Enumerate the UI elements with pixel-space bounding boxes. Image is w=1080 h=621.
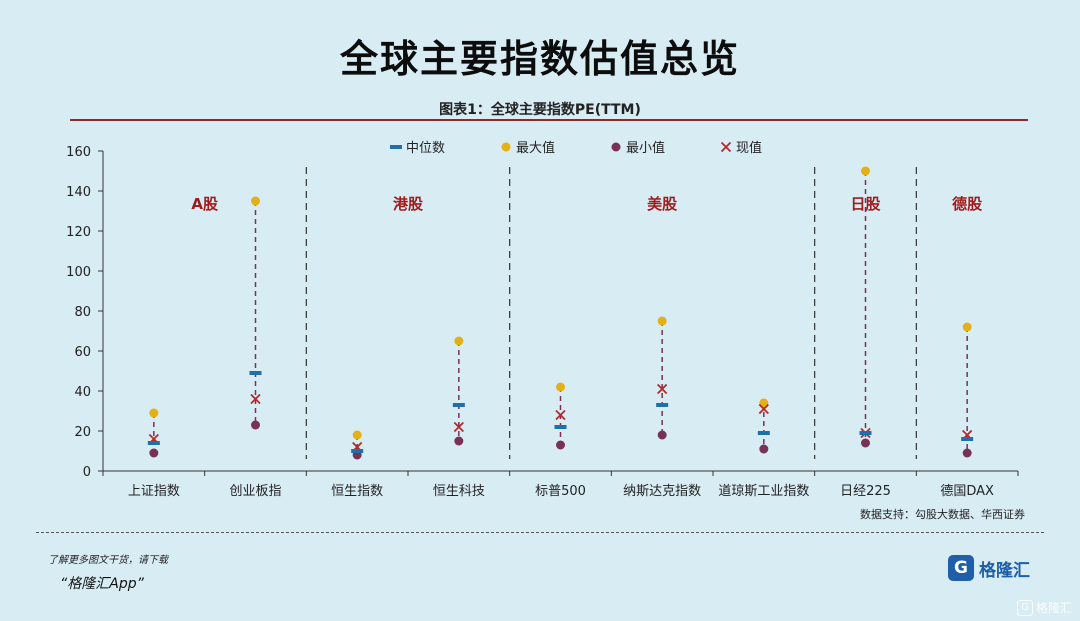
y-tick-label: 140 xyxy=(66,185,91,200)
current-marker xyxy=(555,409,566,421)
y-tick-label: 100 xyxy=(66,265,91,280)
median-marker xyxy=(656,403,669,407)
watermark-icon: G xyxy=(1016,599,1033,616)
y-tick-label: 20 xyxy=(74,425,91,440)
max-marker xyxy=(454,336,464,346)
median-marker xyxy=(757,431,770,435)
brand-logo: G 格隆汇 xyxy=(948,555,1030,581)
min-marker xyxy=(251,420,260,430)
current-marker xyxy=(453,421,464,433)
current-marker xyxy=(657,383,668,395)
chart-subtitle: 图表1：全球主要指数PE(TTM) xyxy=(439,102,641,118)
footer-app-name: “格隆汇App” xyxy=(60,576,144,592)
data-source: 数据支持：勾股大数据、华西证券 xyxy=(860,508,1025,521)
legend-marker-max xyxy=(501,142,511,152)
max-marker xyxy=(962,322,972,332)
current-marker xyxy=(250,393,261,405)
group-label: 港股 xyxy=(393,195,424,213)
min-marker xyxy=(657,430,667,440)
x-tick-label: 纳斯达克指数 xyxy=(623,484,701,499)
page-title: 全球主要指数估值总览 xyxy=(339,37,740,81)
group-label: 日股 xyxy=(850,195,881,213)
legend-marker-median xyxy=(390,145,402,149)
logo-text: 格隆汇 xyxy=(979,560,1030,581)
min-marker xyxy=(149,448,159,458)
max-marker xyxy=(556,382,565,392)
median-marker xyxy=(554,425,567,429)
y-tick-label: 40 xyxy=(74,385,91,400)
watermark-text: 格隆汇 xyxy=(1035,601,1072,615)
x-tick-label: 创业板指 xyxy=(229,484,281,499)
y-tick-label: 160 xyxy=(66,145,91,160)
group-label: 美股 xyxy=(647,195,678,213)
x-tick-label: 道琼斯工业指数 xyxy=(718,484,809,499)
corner-watermark: G 格隆汇 xyxy=(1016,599,1072,616)
max-marker xyxy=(251,196,260,206)
group-label: 德股 xyxy=(952,195,983,213)
y-tick-label: 60 xyxy=(74,345,91,360)
legend-label: 最小值 xyxy=(626,140,665,156)
max-marker xyxy=(149,408,159,418)
legend-marker-current xyxy=(720,141,732,153)
min-marker xyxy=(861,438,870,448)
x-tick-label: 德国DAX xyxy=(940,484,994,499)
current-marker xyxy=(758,403,769,415)
x-tick-label: 恒生科技 xyxy=(433,484,485,499)
title-rule xyxy=(70,119,1028,121)
median-marker xyxy=(147,441,160,445)
x-tick-label: 上证指数 xyxy=(128,484,180,499)
median-marker xyxy=(859,431,872,435)
footer-divider xyxy=(36,532,1044,533)
footer-note: 了解更多图文干货，请下载 xyxy=(48,555,168,566)
legend-marker-min xyxy=(611,142,621,152)
median-marker xyxy=(249,371,262,375)
y-tick-label: 120 xyxy=(66,225,91,240)
max-marker xyxy=(657,316,667,326)
median-marker xyxy=(961,437,974,441)
min-marker xyxy=(454,436,464,446)
min-marker xyxy=(759,444,769,454)
pe-range-chart: 0 20 40 60 80 100 120 140 160 上证指数 创业板指 恒生指数 恒生科技 标普5… xyxy=(66,140,1019,499)
median-marker xyxy=(351,449,364,453)
logo-icon: G xyxy=(948,555,974,581)
x-tick-label: 标普500 xyxy=(535,484,586,499)
y-tick-label: 0 xyxy=(83,465,91,480)
min-marker xyxy=(556,440,565,450)
y-tick-label: 80 xyxy=(74,305,91,320)
x-tick-label: 日经225 xyxy=(840,484,891,499)
legend-label: 现值 xyxy=(736,140,762,156)
max-marker xyxy=(352,430,362,440)
legend-label: 中位数 xyxy=(406,141,445,156)
legend-label: 最大值 xyxy=(516,140,555,156)
max-marker xyxy=(861,166,870,176)
x-tick-label: 恒生指数 xyxy=(331,484,383,499)
min-marker xyxy=(962,448,972,458)
max-marker xyxy=(759,398,769,408)
median-marker xyxy=(452,403,465,407)
group-label: A股 xyxy=(191,195,219,213)
